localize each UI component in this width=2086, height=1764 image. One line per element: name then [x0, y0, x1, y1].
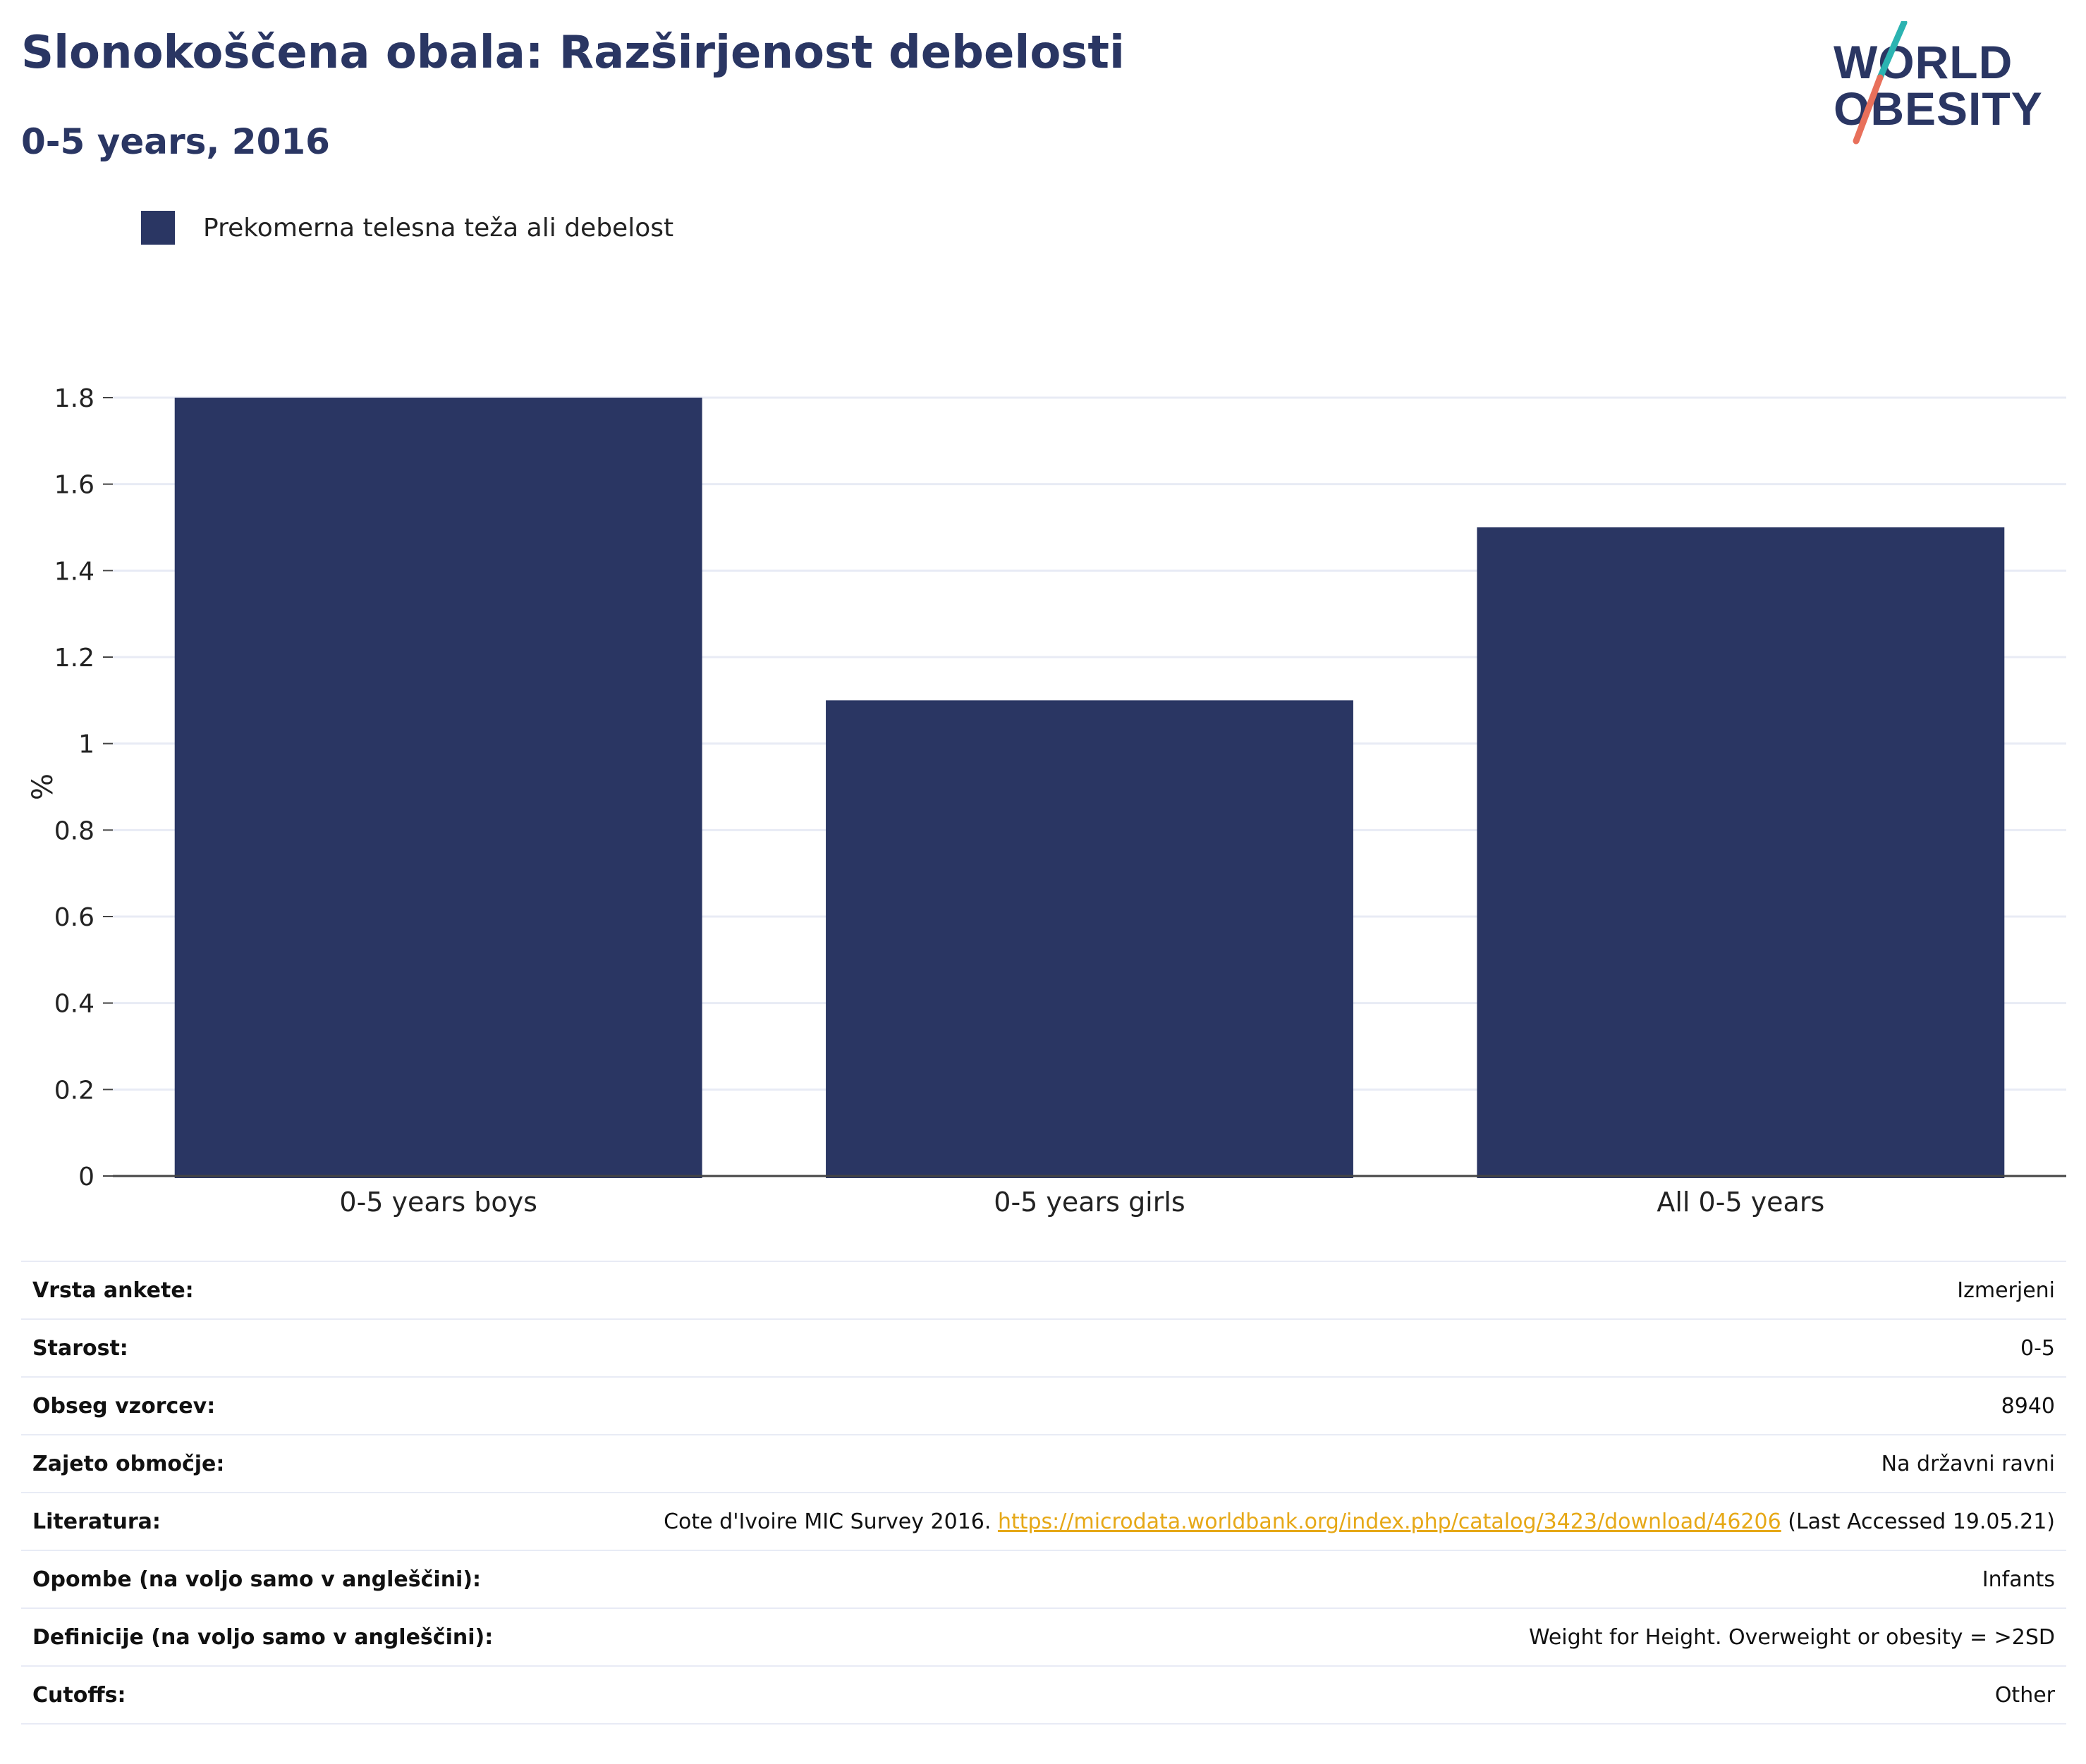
info-key: Obseg vzorcev:	[32, 1393, 216, 1419]
info-value: 8940	[2001, 1393, 2055, 1419]
info-key: Opombe (na voljo samo v angleščini):	[32, 1567, 482, 1592]
y-tick-label: 1.8	[54, 384, 94, 413]
info-key: Definicije (na voljo samo v angleščini):	[32, 1624, 494, 1650]
bars	[174, 398, 2005, 1178]
info-key: Starost:	[32, 1335, 128, 1361]
info-value: Na državni ravni	[1881, 1451, 2055, 1476]
y-axis-label: %	[27, 773, 59, 800]
y-tick-label: 1.2	[54, 644, 94, 673]
x-axis-ticks: 0-5 years boys 0-5 years girls All 0-5 yea…	[339, 1187, 1824, 1218]
info-key: Cutoffs:	[32, 1682, 126, 1708]
y-tick-label: 0.6	[54, 903, 94, 932]
reference-accessed: (Last Accessed 19.05.21)	[1788, 1509, 2055, 1534]
legend-swatch	[141, 211, 175, 245]
world-obesity-logo[interactable]: WORLD OBESITY	[1834, 21, 2073, 148]
table-row: Opombe (na voljo samo v angleščini): Inf…	[21, 1550, 2066, 1608]
bar-all-0-5-years[interactable]	[1477, 527, 2005, 1178]
info-value: Other	[1994, 1682, 2055, 1708]
x-tick-label: All 0-5 years	[1657, 1187, 1824, 1218]
x-tick-label: 0-5 years boys	[339, 1187, 537, 1218]
logo-text-world: WORLD	[1834, 36, 2013, 88]
y-tick-label: 1	[78, 730, 94, 759]
reference-text: Cote d'Ivoire MIC Survey 2016.	[664, 1509, 992, 1534]
survey-info-table: Vrsta ankete: Izmerjeni Starost: 0-5 Obs…	[21, 1261, 2066, 1725]
info-value: Izmerjeni	[1957, 1278, 2055, 1303]
table-row: Starost: 0-5	[21, 1319, 2066, 1377]
table-row: Obseg vzorcev: 8940	[21, 1377, 2066, 1435]
y-tick-label: 0	[78, 1163, 94, 1192]
chart-subtitle: 0-5 years, 2016	[21, 121, 330, 162]
table-row: Cutoffs: Other	[21, 1666, 2066, 1724]
info-key: Literatura:	[32, 1509, 161, 1534]
y-tick-label: 0.2	[54, 1076, 94, 1105]
info-value: Infants	[1982, 1567, 2055, 1592]
info-value: 0-5	[2020, 1335, 2055, 1361]
table-row: Vrsta ankete: Izmerjeni	[21, 1261, 2066, 1319]
y-tick-label: 0.4	[54, 990, 94, 1019]
legend[interactable]: Prekomerna telesna teža ali debelost	[141, 210, 673, 245]
info-value: Weight for Height. Overweight or obesity…	[1528, 1624, 2055, 1650]
table-row: Definicije (na voljo samo v angleščini):…	[21, 1608, 2066, 1666]
y-axis-ticks: 0 0.2 0.4 0.6 0.8 1 1.2 1.4 1.6 1.8	[54, 384, 113, 1192]
bar-0-5-years-boys[interactable]	[174, 398, 702, 1178]
info-key: Vrsta ankete:	[32, 1278, 194, 1303]
y-tick-label: 0.8	[54, 816, 94, 845]
info-key: Zajeto območje:	[32, 1451, 225, 1476]
table-row: Zajeto območje: Na državni ravni	[21, 1435, 2066, 1493]
chart-title: Slonokoščena obala: Razširjenost debelos…	[21, 27, 1125, 79]
legend-label: Prekomerna telesna teža ali debelost	[203, 213, 674, 243]
info-value-reference: Cote d'Ivoire MIC Survey 2016. https://m…	[542, 1493, 2066, 1550]
bar-0-5-years-girls[interactable]	[826, 700, 1353, 1178]
bar-chart: 0 0.2 0.4 0.6 0.8 1 1.2 1.4 1.6 1.8 0-5 years boy…	[27, 384, 2066, 1218]
logo-slash-icon	[1853, 21, 1908, 145]
reference-link[interactable]: https://microdata.worldbank.org/index.ph…	[997, 1509, 1781, 1534]
y-tick-label: 1.6	[54, 471, 94, 500]
x-tick-label: 0-5 years girls	[994, 1187, 1185, 1218]
y-tick-label: 1.4	[54, 557, 94, 586]
table-row: Literatura: Cote d'Ivoire MIC Survey 201…	[21, 1493, 2066, 1550]
